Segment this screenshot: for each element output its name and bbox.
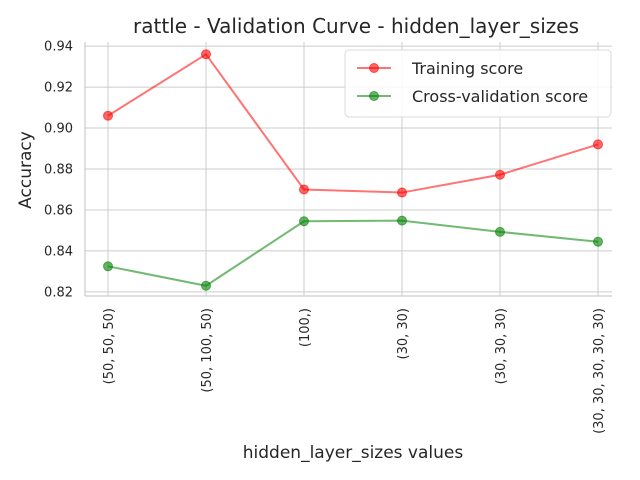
data-point [397, 187, 407, 198]
data-point [495, 226, 505, 237]
x-tick-labels: (50, 50, 50) (50, 100, 50) (100,) (30, 30) (… [102, 308, 607, 434]
y-tick-label: 0.92 [44, 81, 73, 96]
data-point [495, 169, 505, 180]
series-line [107, 52, 599, 194]
axes [84, 42, 612, 297]
x-tick-label: (100,) [298, 308, 313, 347]
legend: Training score Cross-validation score [344, 49, 612, 118]
x-tick-label: (50, 50, 50) [102, 308, 117, 384]
data-point [201, 49, 211, 60]
y-tick-label: 0.88 [44, 163, 73, 178]
data-point [299, 184, 309, 195]
y-tick-label: 0.86 [44, 203, 73, 218]
legend-label-cv: Cross-validation score [412, 87, 588, 106]
legend-label-training: Training score [411, 59, 523, 78]
legend-marker-training [369, 63, 379, 73]
x-tick-label: (30, 30, 30, 30, 30) [592, 308, 607, 434]
chart-title: rattle - Validation Curve - hidden_layer… [133, 14, 579, 38]
series-line [107, 219, 599, 287]
legend-box [344, 49, 612, 118]
data-point [593, 139, 603, 150]
x-tick-label: (50, 100, 50) [200, 308, 215, 393]
y-tick-labels: 0.82 0.84 0.86 0.88 0.90 0.92 0.94 [44, 40, 73, 301]
x-axis-label: hidden_layer_sizes values [243, 443, 464, 463]
x-tick-label: (30, 30, 30) [494, 308, 509, 384]
series-0 [103, 49, 603, 198]
legend-marker-cv [369, 91, 379, 101]
x-tick-label: (30, 30) [396, 308, 411, 360]
y-tick-label: 0.84 [44, 244, 73, 259]
data-point [103, 110, 113, 121]
series-1 [103, 215, 603, 291]
y-axis-label: Accuracy [16, 131, 36, 209]
data-point [299, 216, 309, 227]
y-tick-label: 0.82 [44, 285, 73, 300]
data-point [593, 236, 603, 247]
data-point [397, 215, 407, 226]
data-point [103, 261, 113, 272]
data-point [201, 280, 211, 291]
series-layer [103, 49, 603, 291]
y-tick-label: 0.90 [44, 122, 73, 137]
y-tick-label: 0.94 [44, 40, 73, 55]
